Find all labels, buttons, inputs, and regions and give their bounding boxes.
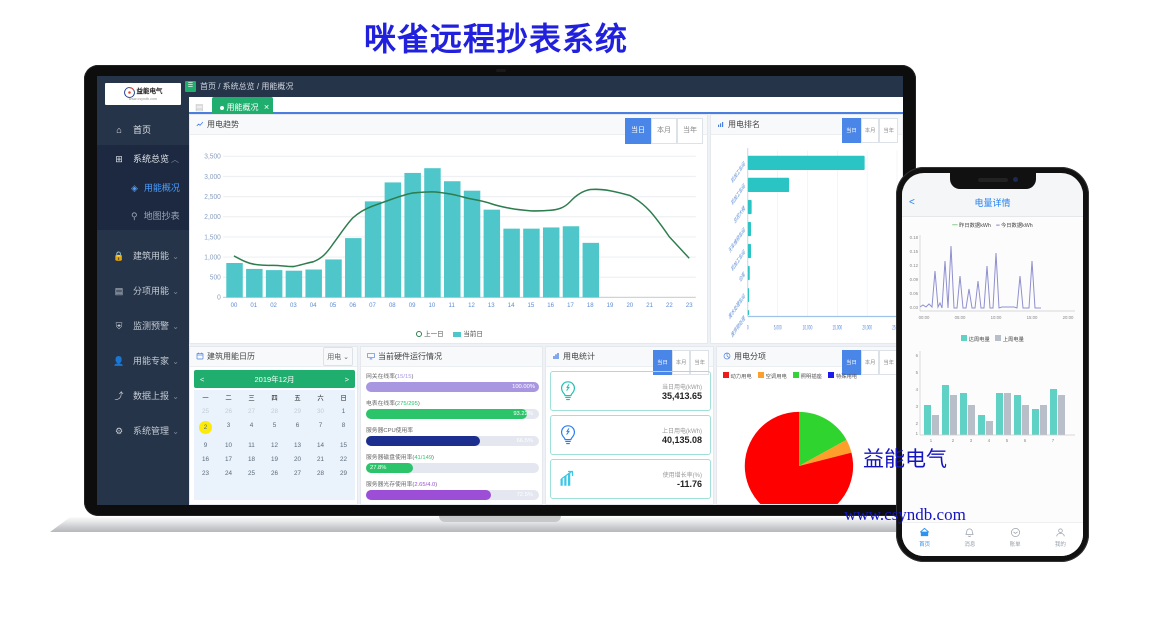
svg-text:0: 0 (217, 295, 221, 302)
svg-text:6: 6 (916, 353, 919, 358)
svg-text:20,000: 20,000 (862, 324, 872, 332)
svg-text:08: 08 (389, 302, 396, 309)
svg-text:00: 00 (231, 302, 238, 309)
svg-text:03: 03 (290, 302, 297, 309)
svg-text:04: 04 (310, 302, 317, 309)
svg-text:15: 15 (528, 302, 535, 309)
svg-text:1,500: 1,500 (204, 234, 221, 241)
svg-text:2: 2 (916, 421, 919, 426)
svg-text:11: 11 (449, 302, 456, 309)
svg-text:10,000: 10,000 (803, 324, 813, 332)
svg-text:1: 1 (916, 431, 919, 436)
svg-text:02: 02 (270, 302, 277, 309)
svg-text:0.09: 0.09 (910, 277, 919, 282)
svg-text:06: 06 (349, 302, 356, 309)
svg-text:2,500: 2,500 (204, 194, 221, 201)
svg-text:12: 12 (468, 302, 475, 309)
svg-text:23: 23 (686, 302, 693, 309)
svg-text:3: 3 (970, 438, 973, 443)
svg-text:09: 09 (409, 302, 416, 309)
svg-text:仓库: 仓库 (738, 270, 746, 285)
svg-text:14: 14 (508, 302, 515, 309)
svg-text:0.15: 0.15 (910, 249, 919, 254)
svg-text:15,000: 15,000 (832, 324, 842, 332)
svg-text:22: 22 (666, 302, 673, 309)
svg-text:3,000: 3,000 (204, 174, 221, 181)
svg-text:20:00: 20:00 (1063, 315, 1074, 320)
svg-text:15:00: 15:00 (1027, 315, 1038, 320)
svg-text:总控大楼: 总控大楼 (733, 204, 746, 226)
svg-text:5,000: 5,000 (774, 324, 782, 332)
svg-text:21: 21 (646, 302, 653, 309)
svg-text:2,000: 2,000 (204, 214, 221, 221)
svg-text:机加工车间: 机加工车间 (731, 160, 746, 186)
svg-text:4: 4 (916, 387, 919, 392)
svg-text:00:00: 00:00 (919, 315, 930, 320)
svg-text:10: 10 (429, 302, 436, 309)
svg-text:5: 5 (1006, 438, 1009, 443)
svg-text:13: 13 (488, 302, 495, 309)
svg-text:7: 7 (1052, 438, 1055, 443)
svg-text:07: 07 (369, 302, 376, 309)
svg-text:3: 3 (916, 404, 919, 409)
svg-text:1,000: 1,000 (204, 254, 221, 261)
svg-text:16: 16 (547, 302, 554, 309)
svg-text:10:00: 10:00 (991, 315, 1002, 320)
svg-text:5: 5 (916, 370, 919, 375)
svg-text:19: 19 (607, 302, 614, 309)
svg-text:01: 01 (250, 302, 257, 309)
svg-text:05:00: 05:00 (955, 315, 966, 320)
svg-text:18: 18 (587, 302, 594, 309)
svg-text:0.18: 0.18 (910, 235, 919, 240)
svg-text:6: 6 (1024, 438, 1027, 443)
svg-text:0: 0 (747, 324, 749, 332)
svg-text:0.03: 0.03 (910, 305, 919, 310)
svg-text:2: 2 (952, 438, 955, 443)
svg-text:17: 17 (567, 302, 574, 309)
svg-text:500: 500 (210, 274, 221, 281)
svg-text:1: 1 (930, 438, 933, 443)
svg-text:4: 4 (988, 438, 991, 443)
svg-text:3,500: 3,500 (204, 154, 221, 161)
svg-text:0.06: 0.06 (910, 291, 919, 296)
svg-text:20: 20 (626, 302, 633, 309)
svg-text:0.12: 0.12 (910, 263, 919, 268)
svg-text:05: 05 (330, 302, 337, 309)
